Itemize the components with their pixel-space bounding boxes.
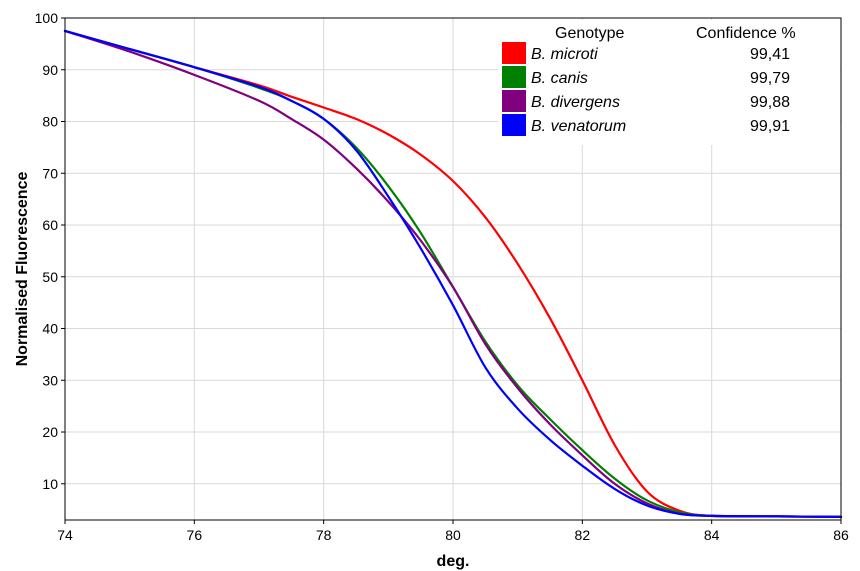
legend-confidence: 99,79 (750, 70, 790, 87)
legend-genotype: B. microti (531, 46, 598, 63)
series-lines (63, 29, 843, 518)
legend-header-genotype: Genotype (555, 25, 624, 42)
legend-confidence: 99,91 (750, 118, 790, 135)
legend-background (498, 20, 840, 145)
x-tick-label: 76 (187, 527, 203, 543)
legend-header-confidence: Confidence % (696, 25, 796, 42)
legend-genotype: B. venatorum (531, 118, 626, 135)
x-tick-label: 78 (316, 527, 332, 543)
y-tick-label: 80 (42, 114, 58, 130)
legend-swatch (502, 42, 526, 64)
legend-swatch (502, 66, 526, 88)
y-tick-label: 70 (42, 165, 58, 181)
legend-confidence: 99,88 (750, 94, 790, 111)
y-tick-label: 50 (42, 269, 58, 285)
y-tick-label: 60 (42, 217, 58, 233)
legend-genotype: B. divergens (531, 94, 620, 111)
x-tick-label: 84 (704, 527, 720, 543)
legend: Genotype Confidence % B. microti 99,41B. … (498, 20, 840, 145)
legend-confidence: 99,41 (750, 46, 790, 63)
x-tick-labels: 74 76 78 80 82 84 86 (57, 520, 849, 543)
x-tick-label: 86 (833, 527, 849, 543)
y-tick-label: 90 (42, 62, 58, 78)
legend-genotype: B. canis (531, 70, 588, 87)
legend-swatch (502, 114, 526, 136)
y-tick-label: 10 (42, 476, 58, 492)
grid-lines (65, 18, 841, 520)
series-line-1 (63, 29, 843, 518)
x-axis-title: deg. (437, 553, 470, 570)
legend-rows: B. microti 99,41 B. canis 99,79 B. divergens… (502, 42, 790, 136)
y-tick-label: 20 (42, 424, 58, 440)
y-axis-title: Normalised Fluorescence (14, 172, 31, 367)
series-line-4 (63, 29, 843, 518)
y-tick-label: 40 (42, 321, 58, 337)
x-tick-label: 74 (57, 527, 73, 543)
x-tick-label: 82 (575, 527, 591, 543)
y-tick-labels: 10 20 30 40 50 60 70 80 90 100 (35, 10, 65, 492)
y-tick-label: 100 (35, 10, 59, 26)
y-tick-label: 30 (42, 372, 58, 388)
legend-swatch (502, 90, 526, 112)
x-tick-label: 80 (445, 527, 461, 543)
